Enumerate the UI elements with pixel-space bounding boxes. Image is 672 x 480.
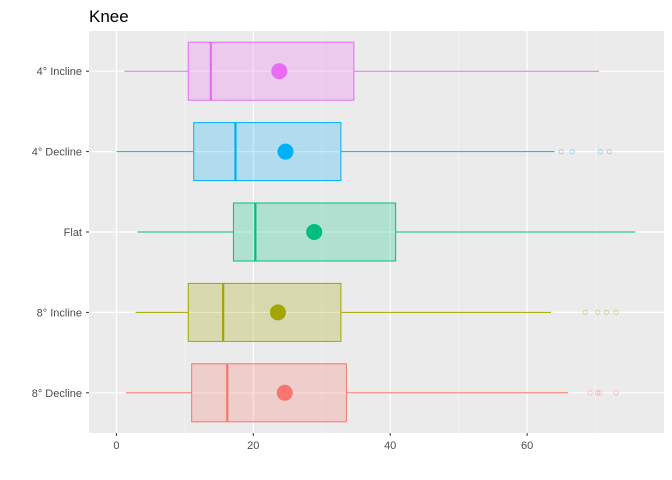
- box-iqr: [187, 41, 355, 101]
- outlier-point: [587, 390, 593, 396]
- outlier-point: [606, 148, 612, 155]
- box-group: [125, 363, 619, 423]
- y-tick-label: 8° Incline: [37, 307, 82, 319]
- outlier-point: [594, 309, 601, 316]
- mean-point: [271, 63, 288, 80]
- box-iqr: [193, 122, 342, 182]
- chart-title: Knee: [89, 7, 129, 26]
- outlier-point: [597, 148, 604, 155]
- y-tick-label: 4° Incline: [37, 66, 82, 78]
- mean-point: [277, 143, 294, 160]
- boxes: [116, 41, 636, 423]
- x-tick-label: 0: [113, 440, 119, 452]
- mean-point: [306, 224, 323, 240]
- y-tick-label: Flat: [64, 227, 82, 239]
- box-group: [137, 202, 636, 262]
- mean-point: [269, 304, 286, 321]
- box-iqr: [191, 363, 347, 423]
- axes: 0 20 40 60 4° Incline 4° Decline Flat 8° Inclin…: [32, 66, 533, 452]
- y-tick-label: 8° Decline: [32, 388, 82, 400]
- outlier-point: [613, 309, 619, 316]
- outlier-point: [569, 148, 575, 155]
- box-group: [116, 122, 612, 182]
- x-tick-label: 60: [521, 440, 533, 452]
- outlier-point: [613, 390, 619, 396]
- box-iqr: [187, 282, 342, 342]
- outlier-point: [582, 309, 588, 316]
- outlier-point: [596, 390, 603, 396]
- outlier-point: [558, 148, 565, 155]
- box-group: [124, 41, 599, 101]
- x-tick-label: 20: [247, 440, 259, 452]
- outlier-point: [594, 390, 601, 396]
- box-group: [135, 282, 619, 342]
- outlier-point: [603, 309, 610, 316]
- mean-point: [276, 384, 293, 401]
- y-tick-label: 4° Decline: [32, 147, 82, 159]
- x-tick-label: 40: [384, 440, 396, 452]
